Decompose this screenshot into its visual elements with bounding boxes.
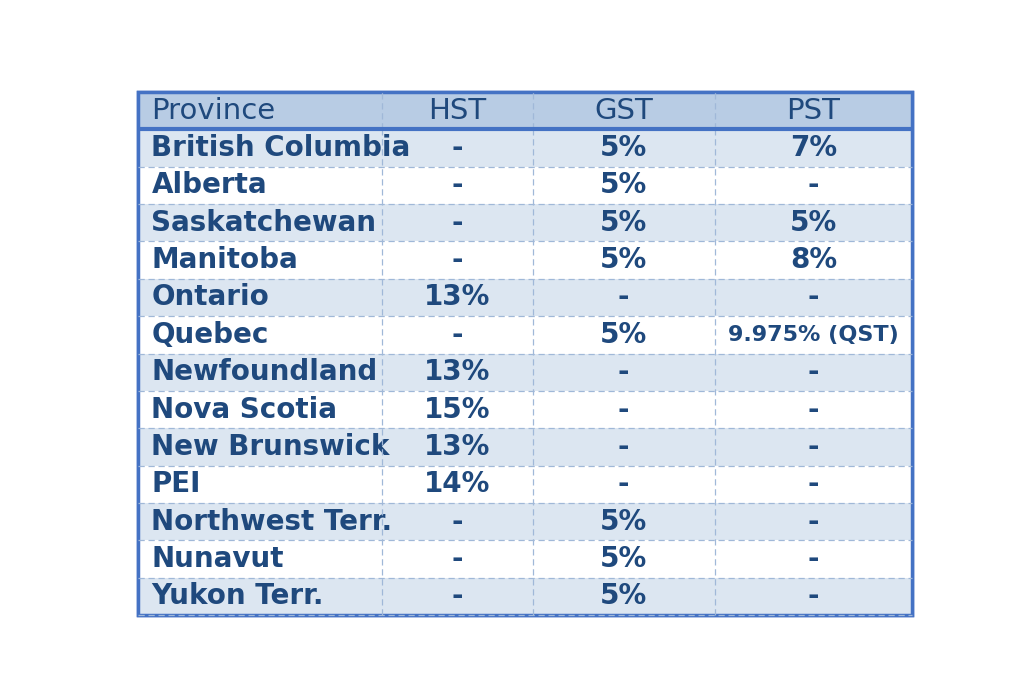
Text: 5%: 5% (600, 246, 647, 274)
Bar (137, 241, 912, 279)
Text: -: - (452, 545, 463, 573)
Text: 5%: 5% (600, 582, 647, 610)
Text: GST: GST (594, 97, 653, 125)
Text: British Columbia: British Columbia (152, 134, 411, 162)
Text: -: - (808, 172, 819, 200)
Text: Yukon Terr.: Yukon Terr. (152, 582, 324, 610)
Text: -: - (808, 358, 819, 386)
Text: -: - (808, 545, 819, 573)
Text: Alberta: Alberta (152, 172, 267, 200)
Text: 14%: 14% (424, 470, 490, 498)
Text: Manitoba: Manitoba (152, 246, 298, 274)
Text: -: - (452, 508, 463, 536)
Bar (137, 503, 912, 540)
Bar (137, 167, 912, 204)
Text: -: - (452, 582, 463, 610)
Text: -: - (452, 321, 463, 349)
Text: -: - (808, 508, 819, 536)
Text: PEI: PEI (152, 470, 201, 498)
Text: 5%: 5% (600, 321, 647, 349)
Text: -: - (452, 209, 463, 237)
Bar (137, 204, 912, 241)
Bar (137, 428, 912, 466)
Text: 5%: 5% (600, 209, 647, 237)
Text: -: - (452, 172, 463, 200)
Text: -: - (617, 470, 630, 498)
Text: -: - (452, 246, 463, 274)
Text: -: - (452, 134, 463, 162)
Text: -: - (617, 395, 630, 423)
Bar (137, 279, 912, 316)
Bar (137, 130, 912, 167)
Bar (137, 391, 912, 428)
Text: 13%: 13% (424, 358, 490, 386)
Text: Northwest Terr.: Northwest Terr. (152, 508, 392, 536)
Text: -: - (808, 433, 819, 461)
Text: Quebec: Quebec (152, 321, 269, 349)
Text: Province: Province (152, 97, 275, 125)
Text: 13%: 13% (424, 433, 490, 461)
Text: Nova Scotia: Nova Scotia (152, 395, 338, 423)
Bar (137, 466, 912, 503)
Text: 5%: 5% (790, 209, 837, 237)
Text: 13%: 13% (424, 284, 490, 312)
Text: -: - (808, 582, 819, 610)
Text: 5%: 5% (600, 172, 647, 200)
Text: 15%: 15% (424, 395, 490, 423)
Text: Nunavut: Nunavut (152, 545, 284, 573)
Text: 5%: 5% (600, 545, 647, 573)
Text: 7%: 7% (790, 134, 837, 162)
Text: New Brunswick: New Brunswick (152, 433, 390, 461)
Bar (137, 354, 912, 391)
Bar (137, 92, 912, 130)
Text: -: - (808, 284, 819, 312)
Bar (137, 540, 912, 577)
Text: -: - (617, 358, 630, 386)
Text: PST: PST (786, 97, 841, 125)
Text: 5%: 5% (600, 134, 647, 162)
Text: Ontario: Ontario (152, 284, 269, 312)
Text: HST: HST (428, 97, 486, 125)
Text: -: - (617, 284, 630, 312)
Bar (137, 578, 912, 615)
Text: -: - (617, 433, 630, 461)
Text: -: - (808, 470, 819, 498)
Text: 8%: 8% (790, 246, 837, 274)
Text: 9.975% (QST): 9.975% (QST) (728, 325, 899, 345)
Text: -: - (808, 395, 819, 423)
Text: Newfoundland: Newfoundland (152, 358, 378, 386)
Text: Saskatchewan: Saskatchewan (152, 209, 377, 237)
Text: 5%: 5% (600, 508, 647, 536)
Bar (137, 316, 912, 354)
